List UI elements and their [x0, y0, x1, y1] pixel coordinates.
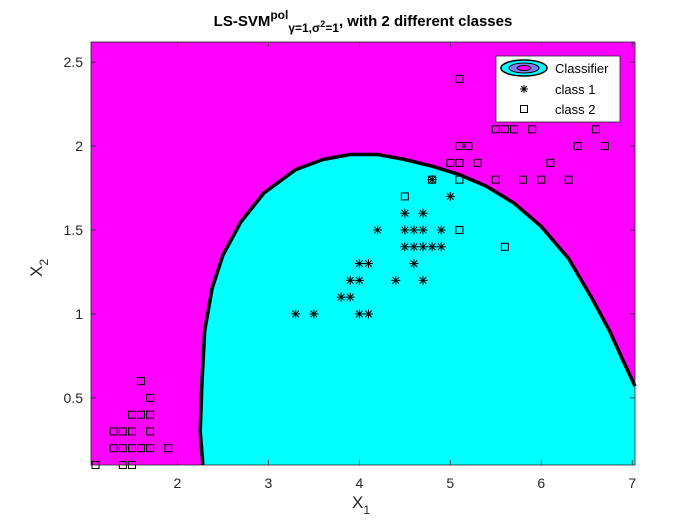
- class2-point: [573, 142, 582, 151]
- class2-point: [137, 444, 146, 453]
- class2-point: [491, 175, 500, 184]
- class2-point: [127, 410, 136, 419]
- class1-point: [400, 242, 410, 252]
- class2-point: [146, 427, 155, 436]
- chart-title: LS-SVMpolγ=1,σ2=1, with 2 different clas…: [214, 8, 513, 35]
- x-tick-label: 5: [446, 475, 454, 491]
- class1-point: [436, 225, 446, 235]
- classifier-region: [200, 154, 635, 465]
- y-axis-label: X2: [27, 259, 51, 277]
- class2-point: [428, 175, 437, 184]
- x-axis-label: X1: [352, 493, 370, 517]
- legend-class2-marker: [520, 105, 528, 113]
- legend-classifier-swatch: [500, 59, 548, 77]
- title-sub: γ=1,σ: [288, 21, 320, 35]
- class2-point: [127, 444, 136, 453]
- class1-point: [354, 309, 364, 319]
- y-tick-label: 2.5: [64, 54, 84, 70]
- x-tick-label: 4: [355, 475, 363, 491]
- class2-point: [455, 158, 464, 167]
- class2-point: [455, 142, 464, 151]
- title-sub-sup: 2: [320, 19, 325, 29]
- class2-point: [600, 142, 609, 151]
- x-tick-label: 3: [264, 475, 272, 491]
- class2-point: [500, 125, 509, 134]
- class2-point: [455, 226, 464, 234]
- class2-point: [118, 427, 127, 436]
- class2-point: [146, 410, 155, 419]
- class1-point: [418, 225, 428, 235]
- y-tick-label: 1: [75, 306, 83, 322]
- class2-markers: [91, 74, 609, 469]
- class2-point: [455, 175, 464, 184]
- legend-label-class1: class 1: [555, 82, 595, 97]
- class2-point: [146, 393, 155, 402]
- title-sup: pol: [270, 8, 288, 22]
- class2-point: [564, 175, 573, 184]
- class2-point: [510, 125, 519, 134]
- x-axis-ticks: 2 3 4 5 6 7: [174, 42, 636, 491]
- class1-point: [309, 309, 319, 319]
- class2-point: [137, 377, 146, 386]
- class1-point: [345, 292, 355, 302]
- class2-point: [591, 125, 600, 134]
- class2-point: [137, 410, 146, 419]
- x-tick-label: 6: [537, 475, 545, 491]
- class2-point: [109, 427, 118, 436]
- class1-point: [291, 309, 301, 319]
- class2-point: [473, 158, 482, 167]
- class2-point: [519, 175, 528, 184]
- class1-point: [391, 275, 401, 285]
- class2-point: [528, 125, 537, 134]
- class1-point: [427, 242, 437, 252]
- x-tick-label: 7: [628, 475, 636, 491]
- class2-point: [446, 158, 455, 167]
- class1-point: [354, 259, 364, 269]
- x-tick-label: 2: [174, 475, 182, 491]
- class1-point: [400, 208, 410, 218]
- class2-point: [464, 142, 473, 151]
- class2-point: [164, 444, 173, 453]
- class1-point: [409, 242, 419, 252]
- class1-point: [436, 242, 446, 252]
- title-main: LS-SVM: [214, 13, 271, 30]
- class1-point: [363, 309, 373, 319]
- class1-point: [400, 225, 410, 235]
- legend-label-classifier: Classifier: [555, 61, 609, 76]
- class1-point: [409, 225, 419, 235]
- class1-point: [354, 275, 364, 285]
- class1-point: [418, 208, 428, 218]
- class2-point: [546, 158, 555, 167]
- legend-class1-marker: [520, 85, 528, 93]
- class1-point: [336, 292, 346, 302]
- class1-point: [363, 259, 373, 269]
- class2-point: [109, 444, 118, 453]
- legend: Classifier class 1 class 2: [495, 55, 621, 123]
- class2-point: [400, 192, 409, 201]
- class2-point: [455, 74, 464, 83]
- class2-point: [500, 242, 509, 251]
- y-axis-ticks: 0.5 1 1.5 2 2.5: [64, 54, 635, 406]
- class2-point: [127, 427, 136, 436]
- class1-point: [445, 191, 455, 201]
- legend-label-class2: class 2: [555, 102, 595, 117]
- y-tick-label: 0.5: [64, 390, 84, 406]
- class1-markers: [291, 175, 455, 319]
- class2-point: [118, 444, 127, 453]
- class2-point: [146, 444, 155, 453]
- class2-point: [491, 125, 500, 134]
- axes-box: [90, 41, 636, 466]
- class1-point: [373, 225, 383, 235]
- title-rest: , with 2 different classes: [339, 13, 512, 30]
- decision-boundary: [198, 152, 637, 466]
- class1-point: [345, 275, 355, 285]
- y-tick-label: 2: [75, 138, 83, 154]
- y-tick-label: 1.5: [64, 222, 84, 238]
- title-sub-end: =1: [325, 21, 339, 35]
- class1-point: [418, 242, 428, 252]
- class1-point: [409, 259, 419, 269]
- class2-point: [537, 175, 546, 184]
- class1-point: [418, 275, 428, 285]
